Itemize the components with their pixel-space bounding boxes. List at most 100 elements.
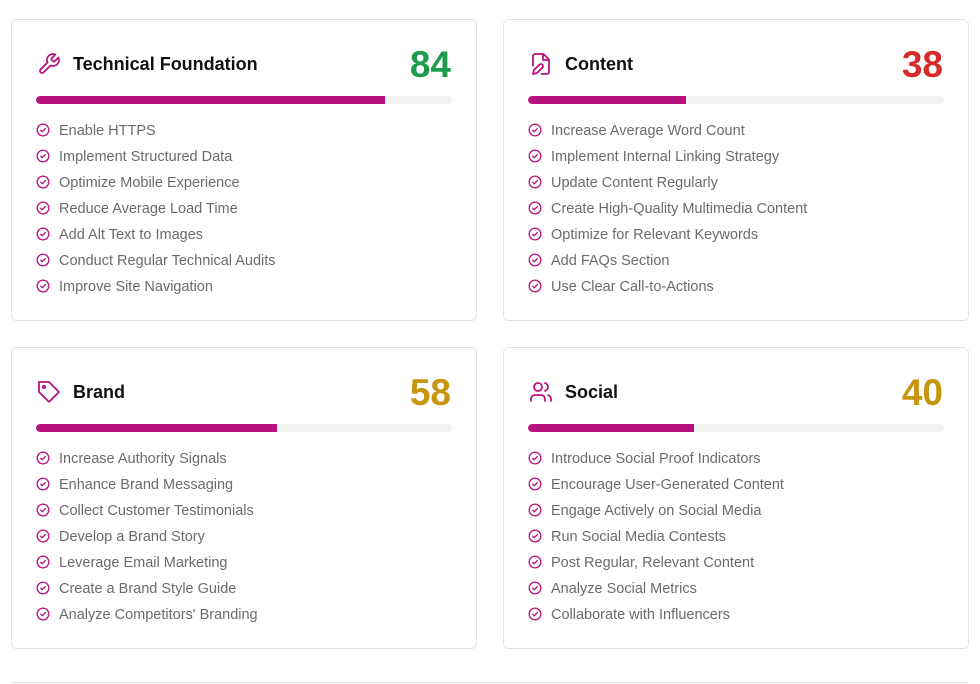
check-circle-icon xyxy=(528,201,542,215)
recommendation-text: Post Regular, Relevant Content xyxy=(551,555,755,571)
card-header: Social 40 xyxy=(528,370,944,416)
recommendation-item: Enable HTTPS xyxy=(36,119,466,145)
recommendation-item: Encourage User-Generated Content xyxy=(528,473,958,499)
recommendation-item: Analyze Competitors' Branding xyxy=(36,603,466,629)
card-title: Social xyxy=(565,382,619,402)
recommendation-item: Implement Structured Data xyxy=(36,145,466,171)
check-circle-icon xyxy=(528,253,542,267)
recommendation-text: Engage Actively on Social Media xyxy=(551,503,762,519)
recommendation-text: Enhance Brand Messaging xyxy=(59,477,234,493)
check-circle-icon xyxy=(528,451,542,465)
check-circle-icon xyxy=(528,503,542,517)
card-technical-foundation: Technical Foundation 84 Enable HTTPS Impl… xyxy=(11,19,477,321)
recommendation-item: Update Content Regularly xyxy=(528,171,958,197)
check-circle-icon xyxy=(528,279,542,293)
recommendation-text: Develop a Brand Story xyxy=(59,529,205,545)
recommendation-item: Enhance Brand Messaging xyxy=(36,473,466,499)
check-circle-icon xyxy=(528,123,542,137)
card-header: Content 38 xyxy=(528,42,944,88)
recommendation-text: Update Content Regularly xyxy=(551,175,718,191)
score-progress-bar xyxy=(36,424,452,432)
check-circle-icon xyxy=(36,555,50,569)
score-value: 58 xyxy=(409,372,451,413)
recommendation-text: Analyze Social Metrics xyxy=(551,581,697,597)
recommendation-text: Implement Structured Data xyxy=(59,149,233,165)
recommendation-text: Reduce Average Load Time xyxy=(59,201,238,217)
recommendation-item: Engage Actively on Social Media xyxy=(528,499,958,525)
recommendation-item: Implement Internal Linking Strategy xyxy=(528,145,958,171)
score-value: 84 xyxy=(409,44,451,85)
tag-icon xyxy=(38,381,60,403)
recommendation-item: Increase Average Word Count xyxy=(528,119,958,145)
card-content: Content 38 Increase Average Word Count Im… xyxy=(503,19,969,321)
recommendation-text: Encourage User-Generated Content xyxy=(551,477,784,493)
recommendation-text: Leverage Email Marketing xyxy=(59,555,228,571)
recommendation-text: Optimize for Relevant Keywords xyxy=(551,227,759,243)
check-circle-icon xyxy=(36,581,50,595)
check-circle-icon xyxy=(528,477,542,491)
recommendation-text: Run Social Media Contests xyxy=(551,529,726,545)
score-progress-fill xyxy=(528,96,687,104)
recommendation-item: Optimize Mobile Experience xyxy=(36,171,466,197)
recommendation-list: Increase Average Word Count Implement Int… xyxy=(528,119,958,301)
recommendation-text: Add FAQs Section xyxy=(551,253,670,269)
bottom-divider xyxy=(11,682,969,683)
score-value: 38 xyxy=(901,44,943,85)
check-circle-icon xyxy=(36,253,50,267)
recommendation-text: Analyze Competitors' Branding xyxy=(59,607,258,623)
score-progress-bar xyxy=(36,96,452,104)
recommendation-item: Optimize for Relevant Keywords xyxy=(528,223,958,249)
recommendation-item: Develop a Brand Story xyxy=(36,525,466,551)
recommendation-item: Run Social Media Contests xyxy=(528,525,958,551)
check-circle-icon xyxy=(36,227,50,241)
check-circle-icon xyxy=(36,123,50,137)
recommendation-text: Collect Customer Testimonials xyxy=(59,503,254,519)
recommendation-item: Create a Brand Style Guide xyxy=(36,577,466,603)
score-progress-fill xyxy=(36,96,386,104)
score-progress-fill xyxy=(528,424,695,432)
check-circle-icon xyxy=(528,149,542,163)
recommendation-item: Analyze Social Metrics xyxy=(528,577,958,603)
card-header: Technical Foundation 84 xyxy=(36,42,452,88)
check-circle-icon xyxy=(36,607,50,621)
check-circle-icon xyxy=(528,175,542,189)
recommendation-text: Introduce Social Proof Indicators xyxy=(551,451,761,467)
recommendation-item: Reduce Average Load Time xyxy=(36,197,466,223)
wrench-icon xyxy=(39,53,60,74)
check-circle-icon xyxy=(528,555,542,569)
score-progress-fill xyxy=(36,424,278,432)
recommendation-text: Optimize Mobile Experience xyxy=(59,175,240,191)
check-circle-icon xyxy=(528,581,542,595)
recommendation-item: Collaborate with Influencers xyxy=(528,603,958,629)
recommendation-item: Introduce Social Proof Indicators xyxy=(528,447,958,473)
card-header: Brand 58 xyxy=(36,370,452,416)
recommendation-text: Add Alt Text to Images xyxy=(59,227,204,243)
check-circle-icon xyxy=(36,201,50,215)
check-circle-icon xyxy=(528,607,542,621)
recommendation-item: Post Regular, Relevant Content xyxy=(528,551,958,577)
card-brand: Brand 58 Increase Authority Signals Enhan… xyxy=(11,347,477,649)
recommendation-item: Leverage Email Marketing xyxy=(36,551,466,577)
check-circle-icon xyxy=(528,227,542,241)
recommendation-text: Increase Average Word Count xyxy=(551,123,745,139)
recommendation-text: Enable HTTPS xyxy=(59,123,156,139)
recommendation-text: Improve Site Navigation xyxy=(59,279,213,295)
score-progress-bar xyxy=(528,96,944,104)
recommendation-item: Create High-Quality Multimedia Content xyxy=(528,197,958,223)
recommendation-text: Create a Brand Style Guide xyxy=(59,581,237,597)
recommendation-text: Collaborate with Influencers xyxy=(551,607,730,623)
recommendation-list: Enable HTTPS Implement Structured Data Opt… xyxy=(36,119,466,301)
users-icon xyxy=(530,382,552,402)
recommendation-list: Introduce Social Proof Indicators Encoura… xyxy=(528,447,958,629)
recommendation-item: Increase Authority Signals xyxy=(36,447,466,473)
card-social: Social 40 Introduce Social Proof Indicat… xyxy=(503,347,969,649)
recommendation-list: Increase Authority Signals Enhance Brand … xyxy=(36,447,466,629)
check-circle-icon xyxy=(36,451,50,465)
check-circle-icon xyxy=(36,279,50,293)
recommendation-item: Conduct Regular Technical Audits xyxy=(36,249,466,275)
score-value: 40 xyxy=(901,372,943,413)
recommendation-item: Improve Site Navigation xyxy=(36,275,466,301)
score-progress-bar xyxy=(528,424,944,432)
check-circle-icon xyxy=(36,477,50,491)
